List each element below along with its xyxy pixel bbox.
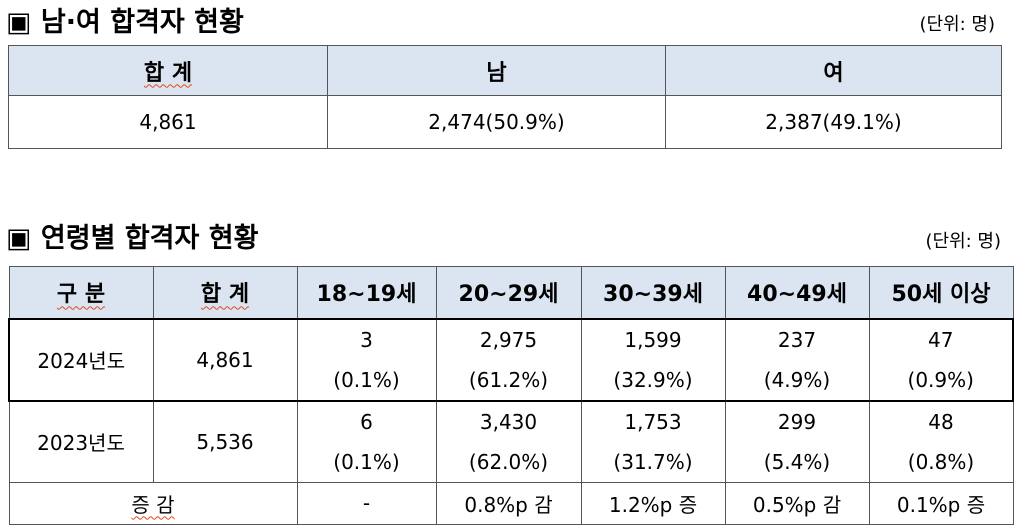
- header-row: 구 분 합 계 18~19세 20~29세 30~39세 40~49세 50세 이상: [8, 266, 1014, 319]
- data-row: 증 감 - 0.8%p 감 1.2%p 증 0.5%p 감 0.1%p 증: [8, 481, 1014, 525]
- cell-line: (5.4%): [763, 449, 831, 474]
- section-title: ▣ 연령별 합격자 현황: [6, 223, 259, 254]
- cell-line: 3,430: [479, 409, 538, 434]
- cell-line: 1,599: [624, 327, 682, 352]
- cell-text: 0.5%p 감: [752, 492, 842, 517]
- header-text: 30~39세: [603, 282, 703, 308]
- cell: 0.5%p 감: [724, 481, 870, 525]
- cell-line: 6: [360, 409, 373, 434]
- cell: 2,474(50.9%): [327, 95, 666, 149]
- header-row: 합 계 남 여: [8, 45, 1002, 96]
- unit-label: (단위: 명): [925, 231, 1001, 252]
- cell-line: (32.9%): [613, 367, 693, 392]
- cell-line: 237: [777, 327, 817, 352]
- header-text: 20~29세: [458, 282, 559, 308]
- cell-text: 0.8%p 감: [464, 492, 553, 517]
- cell-text: 2023년도: [37, 431, 125, 455]
- cell: 2,975 (61.2%): [435, 317, 582, 402]
- cell-text: 1.2%p 증: [608, 492, 698, 517]
- cell: 4,861: [8, 95, 328, 149]
- cell-line: 47: [928, 327, 954, 352]
- cell-line: (0.8%): [907, 449, 975, 474]
- cell-line: 48: [928, 409, 954, 434]
- cell-line: 299: [777, 409, 817, 434]
- header-cell: 합 계: [152, 266, 298, 319]
- cell-line: (0.1%): [333, 449, 400, 474]
- cell: 6 (0.1%): [296, 400, 437, 483]
- header-cell: 18~19세: [296, 266, 437, 319]
- cell: 2024년도: [8, 317, 154, 402]
- header-cell: 30~39세: [580, 266, 726, 319]
- header-cell: 20~29세: [435, 266, 582, 319]
- header-cell: 합 계: [8, 45, 328, 96]
- cell: 2023년도: [8, 400, 154, 483]
- cell: 3,430 (62.0%): [435, 400, 582, 483]
- cell-text: 0.1%p 증: [896, 492, 986, 517]
- cell: 증 감: [8, 481, 298, 525]
- section-title: ▣ 남·여 합격자 현황: [6, 7, 244, 38]
- header-cell: 구 분: [8, 266, 154, 319]
- cell: 48 (0.8%): [868, 400, 1014, 483]
- cell-text: 증 감: [131, 492, 175, 517]
- header-cell: 40~49세: [724, 266, 870, 319]
- header-text: 50세 이상: [891, 282, 991, 308]
- cell: 237 (4.9%): [724, 317, 870, 402]
- cell: 1,599 (32.9%): [580, 317, 726, 402]
- cell: 0.1%p 증: [868, 481, 1014, 525]
- header-cell: 50세 이상: [868, 266, 1014, 319]
- cell-line: 3: [360, 327, 373, 352]
- data-row: 4,861 2,474(50.9%) 2,387(49.1%): [8, 95, 1002, 149]
- cell-line: 2,975: [479, 327, 538, 352]
- cell: 299 (5.4%): [724, 400, 870, 483]
- cell-line: (0.1%): [333, 367, 400, 392]
- cell: 1.2%p 증: [580, 481, 726, 525]
- cell-line: (31.7%): [613, 449, 693, 474]
- cell-text: 5,536: [196, 429, 254, 454]
- data-row: 2024년도 4,861 3 (0.1%) 2,975 (61.2%) 1,599 (32.9…: [8, 317, 1014, 402]
- header-text: 18~19세: [316, 282, 417, 308]
- cell: 0.8%p 감: [435, 481, 582, 525]
- header-text: 구 분: [56, 282, 106, 308]
- cell: 4,861: [152, 317, 298, 402]
- header-text: 합 계: [200, 282, 250, 308]
- cell: -: [296, 481, 437, 525]
- cell: 1,753 (31.7%): [580, 400, 726, 483]
- cell-line: (61.2%): [468, 367, 549, 392]
- cell: 5,536: [152, 400, 298, 483]
- cell-text: 2024년도: [37, 349, 126, 373]
- cell-line: (62.0%): [468, 449, 549, 474]
- header-cell: 남: [327, 45, 666, 96]
- cell-line: (4.9%): [763, 367, 831, 392]
- gender-table: 합 계 남 여 4,861 2,474(50.9%) 2,387(49.1%): [8, 45, 1002, 149]
- cell-text: -: [362, 491, 371, 515]
- unit-label: (단위: 명): [919, 14, 995, 35]
- header-cell: 여: [665, 45, 1002, 96]
- cell: 2,387(49.1%): [665, 95, 1002, 149]
- data-row: 2023년도 5,536 6 (0.1%) 3,430 (62.0%) 1,753 (31.7…: [8, 400, 1014, 483]
- header-text: 40~49세: [747, 282, 847, 308]
- cell: 47 (0.9%): [868, 317, 1014, 402]
- cell-line: (0.9%): [907, 367, 974, 392]
- cell-text: 4,861: [196, 347, 254, 372]
- age-table: 구 분 합 계 18~19세 20~29세 30~39세 40~49세 50세 이상 2024…: [8, 266, 1014, 525]
- header-text: 합 계: [143, 60, 193, 86]
- cell: 3 (0.1%): [296, 317, 437, 402]
- cell-line: 1,753: [624, 409, 682, 434]
